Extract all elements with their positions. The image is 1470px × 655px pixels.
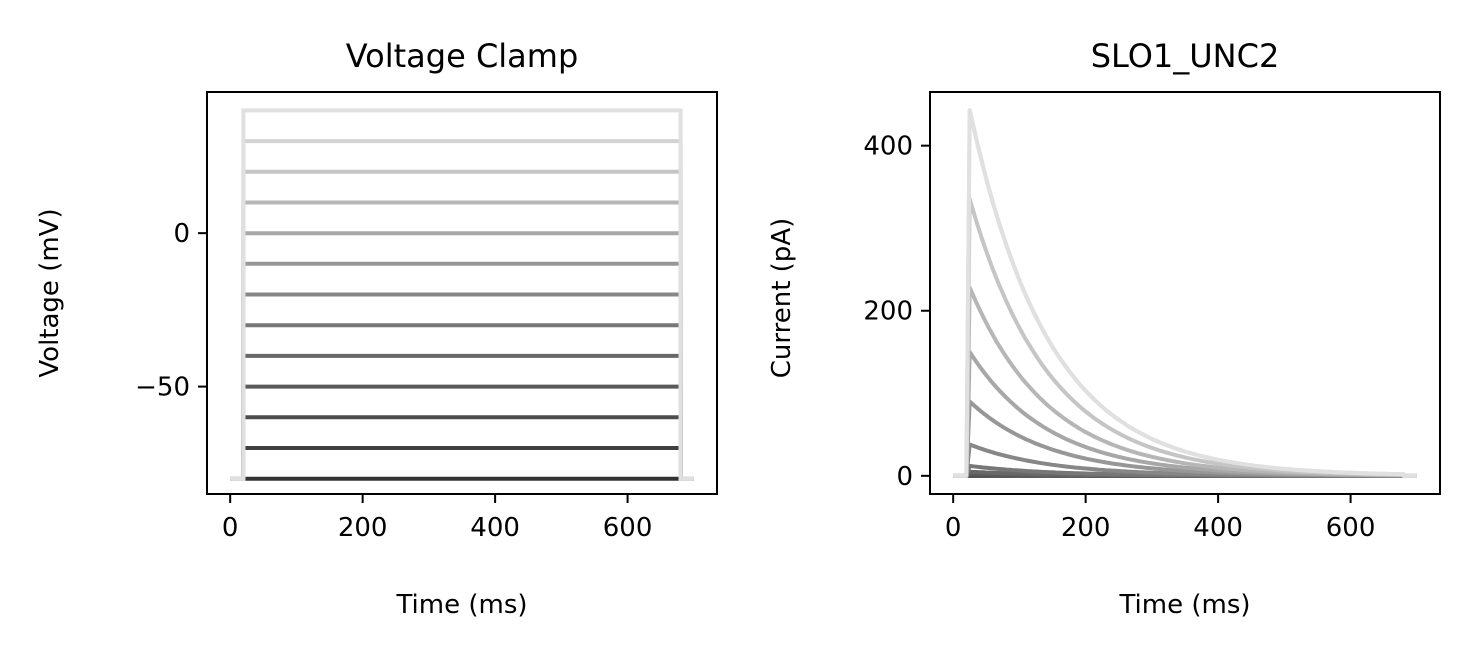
current-x-tick-label: 200 <box>1061 513 1111 543</box>
voltage-clamp-y-tick-label: −50 <box>135 373 190 403</box>
current-plot-area <box>953 108 1417 478</box>
current-y-axis-label: Current (pA) <box>767 218 797 379</box>
current-x-tick-label: 0 <box>945 513 962 543</box>
voltage-step-trace <box>230 200 694 481</box>
current-axes-frame <box>929 91 1441 495</box>
current-trace <box>953 108 1417 478</box>
current-y-tick-label: 400 <box>863 132 913 162</box>
voltage-clamp-x-tick-label: 400 <box>470 513 520 543</box>
voltage-clamp-title: Voltage Clamp <box>346 37 579 75</box>
current-panel: SLO1_UNC2 0 200 400 600 0 200 400 Time (ms) C… <box>767 37 1441 620</box>
voltage-clamp-x-tick-label: 0 <box>222 513 239 543</box>
voltage-clamp-x-ticks: 0 200 400 600 <box>222 494 652 543</box>
voltage-clamp-plot-area <box>230 108 694 481</box>
current-trace <box>953 285 1417 478</box>
current-title: SLO1_UNC2 <box>1091 37 1280 75</box>
voltage-step-trace <box>230 446 694 481</box>
current-x-tick-label: 600 <box>1326 513 1376 543</box>
voltage-clamp-panel: Voltage Clamp 0 200 400 600 0−50 Time (ms) … <box>35 37 718 620</box>
voltage-step-trace <box>230 108 694 481</box>
voltage-step-trace <box>230 323 694 481</box>
voltage-clamp-y-axis-label: Voltage (mV) <box>35 208 65 377</box>
current-y-tick-label: 200 <box>863 297 913 327</box>
voltage-step-trace <box>230 384 694 481</box>
current-x-ticks: 0 200 400 600 <box>945 494 1375 543</box>
voltage-clamp-x-axis-label: Time (ms) <box>395 590 527 620</box>
voltage-clamp-x-tick-label: 600 <box>603 513 653 543</box>
voltage-step-trace <box>230 139 694 481</box>
current-x-axis-label: Time (ms) <box>1118 590 1250 620</box>
voltage-clamp-y-tick-label: 0 <box>173 219 190 249</box>
voltage-clamp-axes-frame <box>206 91 718 495</box>
voltage-clamp-y-ticks: 0 −50 <box>135 219 207 403</box>
voltage-clamp-x-tick-label: 200 <box>338 513 388 543</box>
current-trace <box>953 197 1417 478</box>
current-y-tick-label: 0 <box>896 462 913 492</box>
current-x-tick-label: 400 <box>1193 513 1243 543</box>
current-y-ticks: 0 200 400 <box>863 132 930 492</box>
